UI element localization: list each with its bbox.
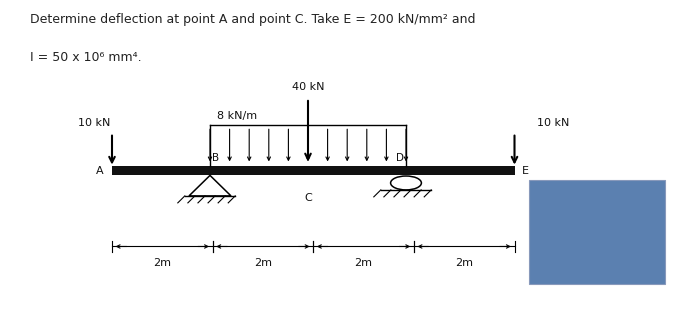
Text: 40 kN: 40 kN <box>292 82 324 92</box>
Text: 2m: 2m <box>455 258 473 269</box>
Text: B: B <box>212 153 219 163</box>
Text: 10 kN: 10 kN <box>78 118 111 128</box>
Text: 2m: 2m <box>355 258 372 269</box>
Text: I = 50 x 10⁶ mm⁴.: I = 50 x 10⁶ mm⁴. <box>30 51 141 64</box>
Bar <box>528 180 665 284</box>
Text: 8 kN/m: 8 kN/m <box>217 111 257 121</box>
Text: 2m: 2m <box>153 258 172 269</box>
FancyBboxPatch shape <box>112 166 514 175</box>
Text: 10 kN: 10 kN <box>537 118 569 128</box>
Text: A: A <box>96 166 104 176</box>
Text: 2m: 2m <box>254 258 272 269</box>
Text: C: C <box>304 193 312 203</box>
Text: Determine deflection at point A and point C. Take E = 200 kN/mm² and: Determine deflection at point A and poin… <box>30 13 475 26</box>
Text: D: D <box>396 153 404 163</box>
Text: E: E <box>522 166 528 176</box>
